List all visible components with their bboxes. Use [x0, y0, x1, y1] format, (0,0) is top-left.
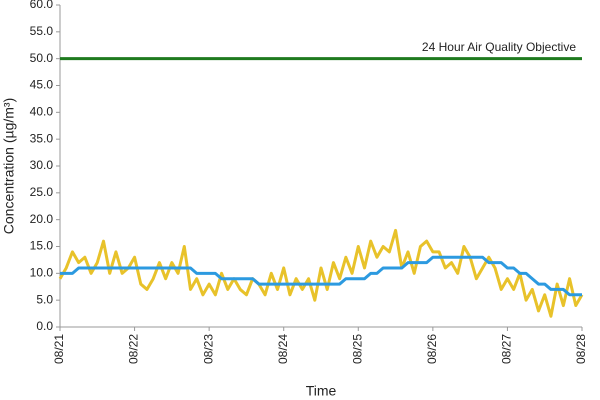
x-tick-label: 08/23: [201, 334, 215, 364]
y-tick-label: 30.0: [30, 158, 54, 172]
y-tick-label: 40.0: [30, 105, 54, 119]
x-axis-title: Time: [306, 383, 337, 399]
y-tick-label: 0.0: [36, 319, 53, 333]
series-line: [60, 255, 582, 297]
y-axis-title: Concentration (µg/m³): [1, 98, 17, 234]
y-tick-label: 5.0: [36, 292, 53, 306]
series-line: [58, 228, 584, 318]
y-tick-label: 25.0: [30, 185, 54, 199]
x-tick-label: 08/21: [52, 334, 66, 364]
y-tick-label: 15.0: [30, 239, 54, 253]
y-tick-label: 60.0: [30, 0, 54, 11]
x-tick-label: 08/24: [276, 334, 290, 364]
y-tick-label: 35.0: [30, 131, 54, 145]
x-tick-label: 08/28: [574, 334, 588, 364]
y-tick-label: 45.0: [30, 78, 54, 92]
y-tick-label: 20.0: [30, 212, 54, 226]
y-tick-label: 50.0: [30, 51, 54, 65]
x-tick-label: 08/22: [127, 334, 141, 364]
x-tick-label: 08/27: [500, 334, 514, 364]
x-tick-label: 08/26: [425, 334, 439, 364]
y-tick-label: 55.0: [30, 24, 54, 38]
y-tick-label: 10.0: [30, 266, 54, 280]
objective-label: 24 Hour Air Quality Objective: [422, 40, 576, 54]
x-tick-label: 08/25: [350, 334, 364, 364]
